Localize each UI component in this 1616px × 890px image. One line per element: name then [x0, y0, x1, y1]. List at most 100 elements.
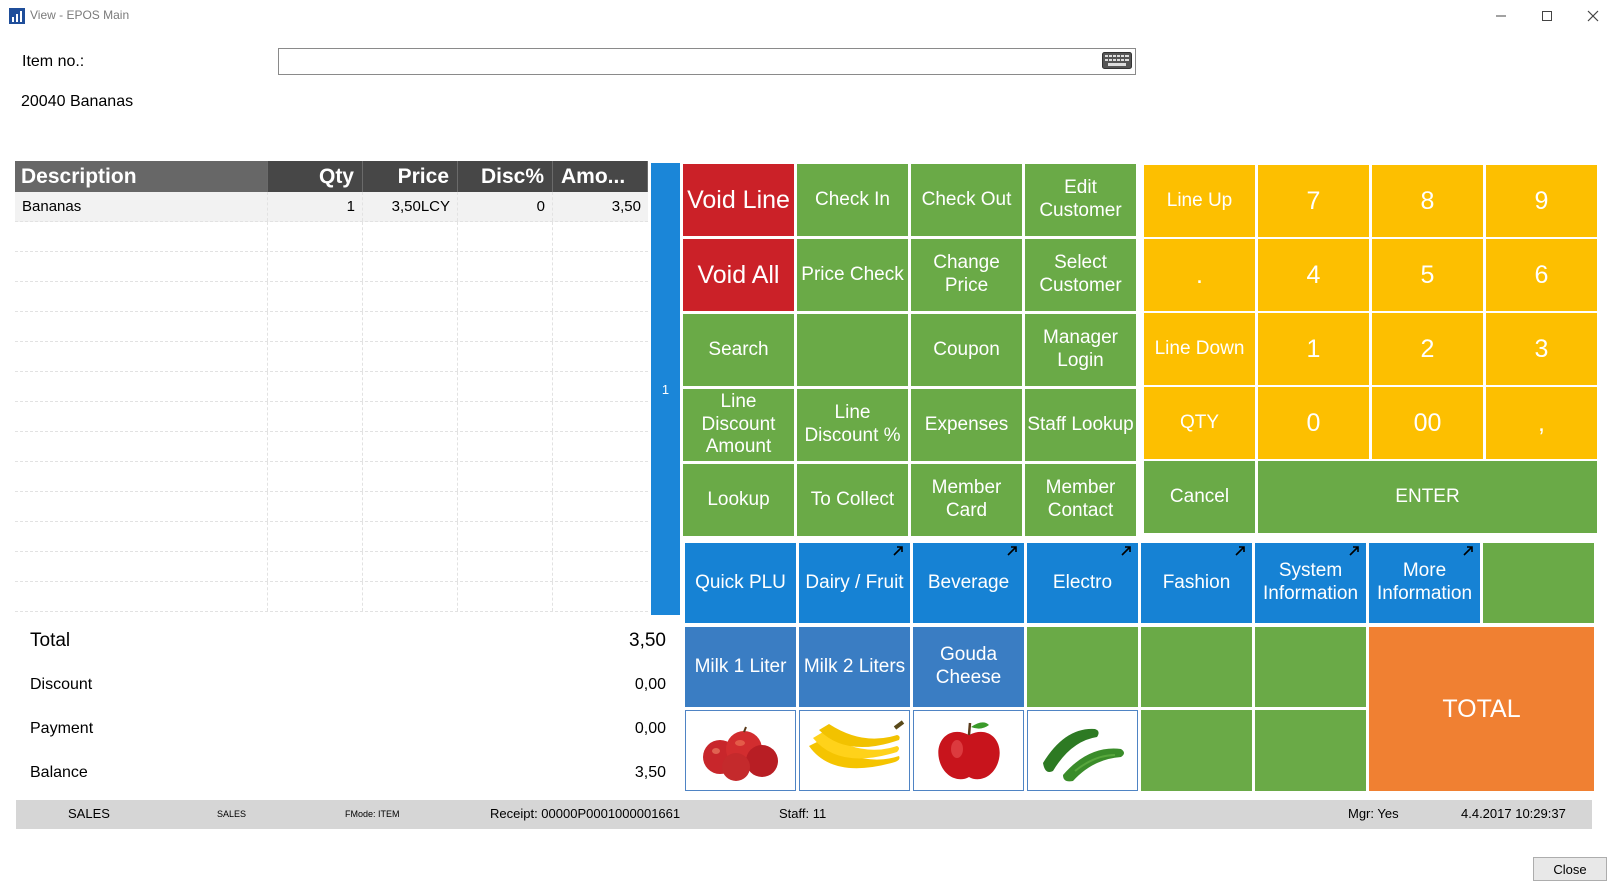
menu-beverage-label: Beverage — [927, 571, 1010, 593]
menu-beverage[interactable]: Beverage — [913, 543, 1024, 623]
change-price-button[interactable]: Change Price — [911, 239, 1022, 311]
decimal-point-button[interactable]: . — [1144, 239, 1255, 311]
empty-table-row[interactable] — [15, 402, 648, 432]
digit-0-button[interactable]: 0 — [1258, 387, 1369, 459]
digit-4-button[interactable]: 4 — [1258, 239, 1369, 311]
blank-function-button[interactable] — [797, 314, 908, 386]
blank-product-button[interactable] — [1027, 627, 1138, 707]
digit-8-button[interactable]: 8 — [1372, 165, 1483, 237]
enter-button[interactable]: ENTER — [1258, 461, 1597, 533]
menu-system-information[interactable]: System Information — [1255, 543, 1366, 623]
empty-table-row[interactable] — [15, 372, 648, 402]
empty-table-row[interactable] — [15, 462, 648, 492]
menu-quick-plu[interactable]: Quick PLU — [685, 543, 796, 623]
qty-button[interactable]: QTY — [1144, 387, 1255, 459]
empty-cell — [458, 462, 553, 491]
window-close-button[interactable] — [1570, 0, 1616, 31]
line-discount-percent-button[interactable]: Line Discount % — [797, 389, 908, 461]
digit-1-button[interactable]: 1 — [1258, 313, 1369, 385]
digit-5-button[interactable]: 5 — [1372, 239, 1483, 311]
empty-table-row[interactable] — [15, 552, 648, 582]
staff-lookup-button[interactable]: Staff Lookup — [1025, 389, 1136, 461]
product-apples-button[interactable] — [685, 710, 796, 791]
product-apple-button[interactable] — [913, 710, 1024, 791]
member-card-button[interactable]: Member Card — [911, 464, 1022, 536]
edit-customer-button[interactable]: Edit Customer — [1025, 164, 1136, 236]
manager-login-button[interactable]: Manager Login — [1025, 314, 1136, 386]
comma-button[interactable]: , — [1486, 387, 1597, 459]
maximize-button[interactable] — [1524, 0, 1570, 31]
check-in-button[interactable]: Check In — [797, 164, 908, 236]
to-collect-button[interactable]: To Collect — [797, 464, 908, 536]
product-gouda-cheese[interactable]: Gouda Cheese — [913, 627, 1024, 707]
empty-cell — [363, 402, 458, 431]
menu-dairy-fruit[interactable]: Dairy / Fruit — [799, 543, 910, 623]
member-contact-button[interactable]: Member Contact — [1025, 464, 1136, 536]
keyboard-icon[interactable] — [1102, 52, 1132, 69]
product-milk-2-liters[interactable]: Milk 2 Liters — [799, 627, 910, 707]
blank-product-button[interactable] — [1141, 627, 1252, 707]
close-button[interactable]: Close — [1533, 857, 1607, 881]
blank-product-button[interactable] — [1141, 710, 1252, 791]
menu-more-information[interactable]: More Information — [1369, 543, 1480, 623]
check-out-button[interactable]: Check Out — [911, 164, 1022, 236]
menu-electro[interactable]: Electro — [1027, 543, 1138, 623]
table-row[interactable]: Bananas 1 3,50LCY 0 3,50 — [15, 192, 648, 222]
empty-table-row[interactable] — [15, 222, 648, 252]
column-header-price[interactable]: Price — [363, 161, 458, 192]
coupon-button[interactable]: Coupon — [911, 314, 1022, 386]
submenu-arrow-icon — [1121, 546, 1131, 556]
digit-9-button[interactable]: 9 — [1486, 165, 1597, 237]
submenu-arrow-icon — [1463, 546, 1473, 556]
submenu-arrow-icon — [1007, 546, 1017, 556]
cell-disc: 0 — [458, 192, 553, 221]
blank-product-button[interactable] — [1255, 627, 1366, 707]
column-header-qty[interactable]: Qty — [268, 161, 363, 192]
blank-menu-button[interactable] — [1483, 543, 1594, 623]
total-button[interactable]: TOTAL — [1369, 627, 1594, 791]
blank-product-button[interactable] — [1255, 710, 1366, 791]
column-header-amount[interactable]: Amo... — [553, 161, 648, 192]
minimize-button[interactable] — [1478, 0, 1524, 31]
void-all-button[interactable]: Void All — [683, 239, 794, 311]
empty-table-row[interactable] — [15, 342, 648, 372]
empty-table-row[interactable] — [15, 432, 648, 462]
empty-cell — [363, 372, 458, 401]
empty-table-row[interactable] — [15, 252, 648, 282]
empty-table-row[interactable] — [15, 582, 648, 612]
empty-table-row[interactable] — [15, 522, 648, 552]
empty-cell — [363, 282, 458, 311]
empty-table-row[interactable] — [15, 492, 648, 522]
product-milk-1-liter[interactable]: Milk 1 Liter — [685, 627, 796, 707]
digit-6-button[interactable]: 6 — [1486, 239, 1597, 311]
search-button[interactable]: Search — [683, 314, 794, 386]
payment-value: 0,00 — [634, 720, 666, 737]
price-check-button[interactable]: Price Check — [797, 239, 908, 311]
column-header-description[interactable]: Description — [15, 161, 268, 192]
cancel-button[interactable]: Cancel — [1144, 461, 1255, 533]
item-no-input[interactable] — [278, 48, 1136, 75]
select-customer-button[interactable]: Select Customer — [1025, 239, 1136, 311]
expenses-button[interactable]: Expenses — [911, 389, 1022, 461]
empty-table-row[interactable] — [15, 312, 648, 342]
empty-cell — [363, 252, 458, 281]
lookup-button[interactable]: Lookup — [683, 464, 794, 536]
empty-cell — [553, 252, 648, 281]
journal-grid[interactable]: Bananas 1 3,50LCY 0 3,50 — [15, 192, 648, 615]
void-line-button[interactable]: Void Line — [683, 164, 794, 236]
line-down-button[interactable]: Line Down — [1144, 313, 1255, 385]
empty-table-row[interactable] — [15, 282, 648, 312]
digit-7-button[interactable]: 7 — [1258, 165, 1369, 237]
product-cucumbers-button[interactable] — [1027, 710, 1138, 791]
page-indicator[interactable]: 1 — [651, 163, 680, 615]
menu-fashion[interactable]: Fashion — [1141, 543, 1252, 623]
digit-2-button[interactable]: 2 — [1372, 313, 1483, 385]
double-zero-button[interactable]: 00 — [1372, 387, 1483, 459]
digit-3-button[interactable]: 3 — [1486, 313, 1597, 385]
line-discount-amount-button[interactable]: Line Discount Amount — [683, 389, 794, 461]
empty-cell — [553, 462, 648, 491]
line-up-button[interactable]: Line Up — [1144, 165, 1255, 237]
submenu-arrow-icon — [1349, 546, 1359, 556]
product-bananas-button[interactable] — [799, 710, 910, 791]
column-header-disc[interactable]: Disc% — [458, 161, 553, 192]
